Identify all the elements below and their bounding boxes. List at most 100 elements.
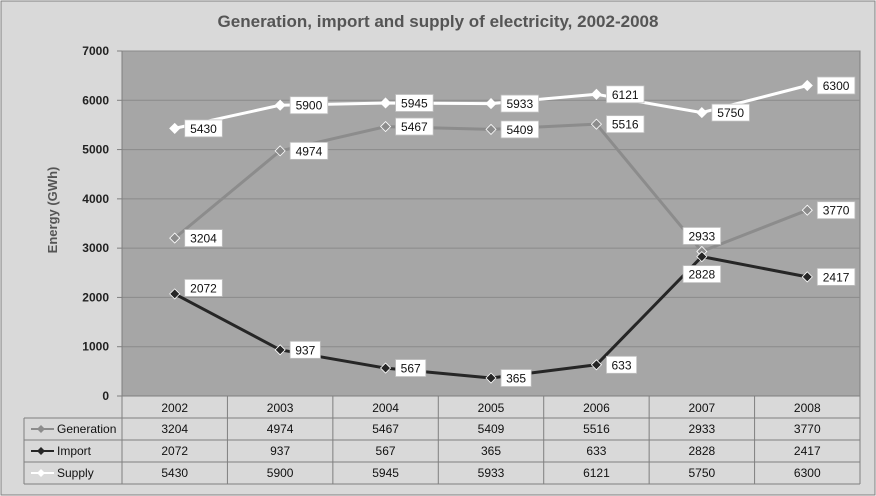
data-label-box xyxy=(606,355,638,374)
data-point-supply xyxy=(696,107,708,119)
data-label-text: 6121 xyxy=(612,88,639,102)
data-label-text: 365 xyxy=(506,372,526,386)
table-cell: 6121 xyxy=(583,466,610,480)
x-tick-label: 2007 xyxy=(689,401,716,415)
data-label-box xyxy=(395,94,434,112)
data-label-text: 6300 xyxy=(823,79,850,93)
table-cell: 6300 xyxy=(794,466,821,480)
legend-key-marker xyxy=(37,447,45,455)
y-tick-label: 2000 xyxy=(82,290,109,304)
data-label-box xyxy=(816,76,856,95)
x-tick-label: 2006 xyxy=(583,401,610,415)
data-point-import xyxy=(590,359,602,371)
data-label-text: 2933 xyxy=(689,229,716,243)
data-label-text: 5933 xyxy=(506,97,533,111)
data-point-generation xyxy=(274,145,286,157)
x-tick-label: 2002 xyxy=(161,401,188,415)
data-point-supply xyxy=(590,88,602,100)
data-label-box xyxy=(184,119,223,138)
table-cell: 937 xyxy=(270,444,290,458)
data-label-supply: 6121 xyxy=(606,85,645,104)
data-label-box xyxy=(184,278,223,297)
data-label-box xyxy=(500,94,539,113)
data-label-box xyxy=(606,115,645,134)
data-label-supply: 5900 xyxy=(289,96,329,115)
data-label-box xyxy=(682,265,722,284)
data-point-import xyxy=(485,372,497,384)
data-label-box xyxy=(500,369,532,387)
plot-area: 0 1000 2000 3000 4000 5000 6000 7000 xyxy=(82,44,861,403)
data-label-box xyxy=(816,267,856,286)
x-tick-label: 2008 xyxy=(794,401,821,415)
data-label-generation: 5409 xyxy=(500,120,539,139)
data-label-generation: 3204 xyxy=(184,229,223,247)
data-point-supply xyxy=(169,122,181,134)
data-label-text: 5430 xyxy=(190,122,217,136)
data-point-generation xyxy=(590,118,602,130)
data-label-text: 633 xyxy=(612,358,632,372)
data-label-import: 937 xyxy=(289,340,321,359)
table-background xyxy=(24,418,860,484)
table-cell: 3770 xyxy=(794,422,821,436)
data-label-supply: 5933 xyxy=(500,94,539,113)
y-tick-label: 5000 xyxy=(82,143,109,157)
data-label-supply: 5430 xyxy=(184,119,223,138)
data-label-text: 5750 xyxy=(717,106,744,120)
table-cell: 5430 xyxy=(161,466,188,480)
table-cell: 5900 xyxy=(267,466,294,480)
data-label-text: 4974 xyxy=(296,144,323,158)
data-label-text: 3204 xyxy=(190,232,217,246)
data-point-supply xyxy=(485,98,497,110)
table-cell: 2933 xyxy=(689,422,716,436)
data-label-box xyxy=(184,229,223,247)
data-label-box xyxy=(500,120,539,139)
data-label-text: 937 xyxy=(295,343,315,357)
data-label-text: 2072 xyxy=(190,281,217,295)
data-label-box xyxy=(682,227,722,245)
data-label-import: 365 xyxy=(500,369,532,387)
data-point-import xyxy=(696,251,708,263)
data-point-generation xyxy=(380,120,392,133)
data-label-box xyxy=(395,117,434,136)
table-cell: 5750 xyxy=(689,466,716,480)
data-label-box xyxy=(289,141,329,160)
data-label-box xyxy=(606,85,645,104)
data-labels-layer: 3204 4974 5467 5409 5516 2933 3770 2072 937 567 36… xyxy=(184,76,856,387)
legend-label: Import xyxy=(57,444,92,458)
data-label-supply: 6300 xyxy=(816,76,856,95)
data-point-import xyxy=(801,271,813,283)
table-cell: 5409 xyxy=(478,422,505,436)
table-cell: 2417 xyxy=(794,444,821,458)
data-point-supply xyxy=(801,79,813,92)
data-point-import xyxy=(169,288,181,300)
y-tick-label: 0 xyxy=(102,389,109,403)
y-tick-label: 3000 xyxy=(82,241,109,255)
data-label-text: 5900 xyxy=(296,99,323,113)
data-label-text: 567 xyxy=(401,362,421,376)
data-point-import xyxy=(380,362,392,374)
legend-label: Supply xyxy=(57,466,94,480)
data-label-import: 567 xyxy=(395,359,427,377)
data-label-box xyxy=(711,103,750,122)
data-label-generation: 5516 xyxy=(606,115,645,134)
y-tick-label: 1000 xyxy=(82,340,109,354)
data-label-text: 5409 xyxy=(506,123,533,137)
data-label-text: 5516 xyxy=(612,118,639,132)
y-tick-label: 4000 xyxy=(82,192,109,206)
data-label-import: 2072 xyxy=(184,278,223,297)
table-cell: 3204 xyxy=(161,422,188,436)
data-label-import: 2417 xyxy=(816,267,856,286)
y-tick-label: 6000 xyxy=(82,93,109,107)
legend-key-supply xyxy=(31,469,54,477)
table-cell: 4974 xyxy=(267,422,294,436)
table-cell: 2072 xyxy=(161,444,188,458)
x-tick-label: 2004 xyxy=(372,401,399,415)
y-axis-label: Energy (GWh) xyxy=(45,167,60,254)
table-cell: 2828 xyxy=(689,444,716,458)
legend-key-marker xyxy=(37,469,45,477)
legend-key-marker xyxy=(37,425,45,433)
table-cell: 567 xyxy=(376,444,396,458)
data-point-import xyxy=(274,344,286,356)
